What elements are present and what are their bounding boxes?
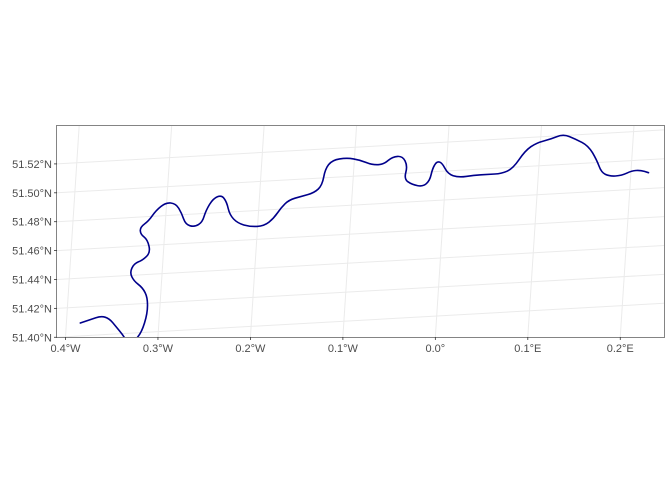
y-axis: 51.40°N 51.42°N 51.44°N 51.46°N 51.48°N 51.50… — [12, 159, 57, 344]
x-tick-label: 0.1°W — [328, 343, 359, 355]
y-tick-label: 51.46°N — [12, 246, 52, 258]
y-tick-label: 51.40°N — [12, 332, 52, 344]
parallel-gridline — [57, 302, 664, 337]
parallel-gridline — [57, 129, 664, 165]
y-tick-label: 51.52°N — [12, 159, 52, 171]
panel-border — [56, 125, 665, 338]
meridian-gridline — [434, 126, 450, 337]
meridian-gridline — [64, 126, 80, 337]
y-tick-label: 51.48°N — [12, 217, 52, 229]
x-tick-label: 0.2°E — [607, 343, 634, 355]
parallel-gridline — [57, 244, 664, 280]
x-tick-label: 0.2°W — [235, 343, 266, 355]
river-layer — [79, 134, 650, 337]
parallel-gridline — [57, 216, 664, 252]
thames-river-line — [79, 134, 650, 337]
x-tick-label: 0.1°E — [514, 343, 541, 355]
meridian-gridline — [342, 126, 358, 337]
x-tick-label: 0.4°W — [50, 343, 81, 355]
meridian-gridline — [527, 126, 542, 337]
x-tick-label: 0.3°W — [143, 343, 174, 355]
parallel-gridline — [57, 273, 664, 309]
y-tick-label: 51.50°N — [12, 188, 52, 200]
x-tick-label: 0.0° — [425, 343, 445, 355]
x-axis: 0.4°W 0.3°W 0.2°W 0.1°W 0.0° 0.1°E 0.2°E — [50, 337, 634, 355]
meridian-gridline — [249, 126, 265, 337]
y-tick-label: 51.42°N — [12, 303, 52, 315]
graticule-grid — [57, 126, 664, 337]
y-tick-label: 51.44°N — [12, 274, 52, 286]
meridian-gridline — [157, 126, 173, 337]
parallel-gridline — [57, 158, 664, 194]
meridian-gridline — [619, 126, 635, 337]
parallel-gridline — [57, 187, 664, 223]
